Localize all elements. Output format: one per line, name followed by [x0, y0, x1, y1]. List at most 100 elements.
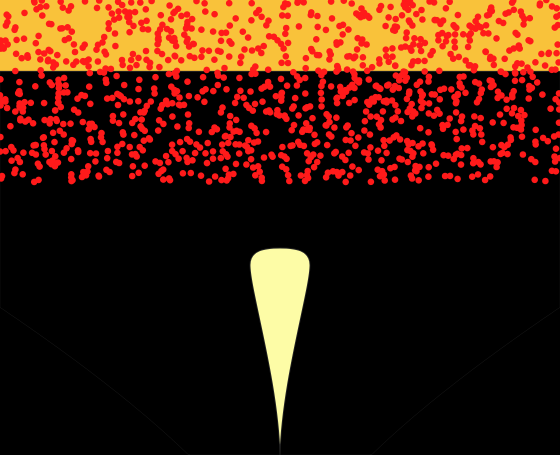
scatter-point: [225, 0, 233, 7]
scatter-point: [118, 56, 126, 64]
scatter-point: [177, 57, 185, 64]
scatter-point: [258, 174, 266, 181]
scatter-point: [136, 143, 143, 151]
scatter-point: [370, 98, 378, 105]
scatter-point: [237, 53, 245, 60]
scatter-point: [61, 36, 69, 44]
scatter-point: [276, 112, 283, 119]
scatter-point: [361, 127, 368, 134]
scatter-point: [252, 63, 259, 70]
scatter-point: [302, 120, 310, 127]
scatter-point: [403, 74, 411, 81]
scatter-point: [517, 106, 525, 114]
scatter-point: [129, 163, 137, 170]
scatter-point: [35, 176, 42, 184]
scatter-point: [126, 13, 133, 21]
scatter-point: [209, 148, 217, 155]
scatter-point: [532, 138, 539, 145]
scatter-point: [114, 101, 122, 109]
scatter-point: [301, 74, 309, 82]
scatter-point: [226, 120, 234, 127]
scatter-point: [488, 77, 495, 85]
scatter-point: [447, 50, 454, 58]
scatter-point: [96, 68, 104, 76]
scatter-point: [284, 171, 292, 179]
scatter-point: [180, 101, 188, 109]
scatter-point: [3, 104, 11, 112]
scatter-point: [197, 172, 205, 179]
scatter-point: [49, 59, 57, 66]
scatter-point: [109, 117, 117, 124]
scatter-point: [307, 45, 315, 53]
scatter-point: [468, 173, 476, 180]
scatter-point: [230, 170, 237, 178]
scatter-point: [284, 39, 292, 47]
scatter-point: [404, 6, 412, 14]
scatter-point: [430, 112, 438, 119]
scatter-point: [260, 42, 268, 50]
scatter-point: [425, 173, 432, 180]
scatter-point: [307, 11, 315, 19]
scatter-point: [199, 47, 206, 54]
scatter-point: [136, 76, 143, 84]
scatter-point: [317, 152, 324, 159]
scatter-point: [345, 26, 352, 33]
scatter-point: [165, 70, 173, 78]
scatter-points: [0, 0, 560, 186]
scatter-point: [160, 176, 167, 183]
scatter-point: [451, 44, 459, 51]
scatter-point: [415, 143, 422, 150]
scatter-point: [526, 14, 534, 22]
scatter-point: [515, 42, 523, 49]
scatter-point: [493, 35, 500, 42]
scatter-point: [214, 81, 222, 89]
scatter-point: [138, 19, 145, 27]
scatter-point: [119, 140, 126, 148]
scatter-point: [380, 136, 387, 144]
scatter-point: [355, 166, 363, 174]
scatter-point: [504, 150, 511, 158]
scatter-point: [35, 48, 42, 56]
scatter-point: [342, 86, 349, 94]
scatter-point: [417, 35, 424, 43]
scatter-point: [485, 30, 492, 37]
scatter-point: [374, 166, 382, 173]
scatter-point: [59, 4, 67, 11]
scatter-point: [225, 53, 233, 60]
scatter-point: [133, 61, 140, 69]
scatter-point: [327, 83, 335, 90]
scatter-point: [348, 129, 355, 137]
scatter-point: [168, 141, 176, 148]
scatter-point: [342, 178, 350, 186]
scatter-point: [408, 100, 416, 108]
scatter-point: [416, 163, 423, 171]
scatter-point: [464, 144, 471, 152]
scatter-point: [310, 151, 317, 158]
scatter-point: [19, 171, 27, 178]
scatter-point: [287, 142, 294, 150]
scatter-point: [111, 30, 119, 37]
scatter-point: [555, 59, 560, 66]
scatter-point: [448, 86, 455, 93]
scatter-point: [144, 26, 152, 33]
scatter-point: [368, 63, 376, 71]
scatter-point: [154, 35, 162, 43]
scatter-point: [552, 95, 559, 103]
scatter-point: [95, 173, 103, 180]
scatter-point: [250, 139, 258, 146]
scatter-point: [253, 129, 260, 137]
scatter-point: [40, 142, 48, 149]
scatter-point: [391, 27, 399, 34]
scatter-point: [196, 144, 204, 151]
scatter-point: [493, 163, 500, 171]
scatter-point: [151, 90, 158, 97]
scatter-point: [142, 6, 150, 13]
scatter-point: [394, 108, 402, 115]
scatter-point: [366, 131, 374, 138]
scatter-point: [462, 89, 469, 97]
scatter-point: [310, 163, 318, 171]
scatter-point: [477, 161, 484, 168]
scatter-point: [32, 141, 40, 149]
scatter-point: [326, 118, 333, 126]
